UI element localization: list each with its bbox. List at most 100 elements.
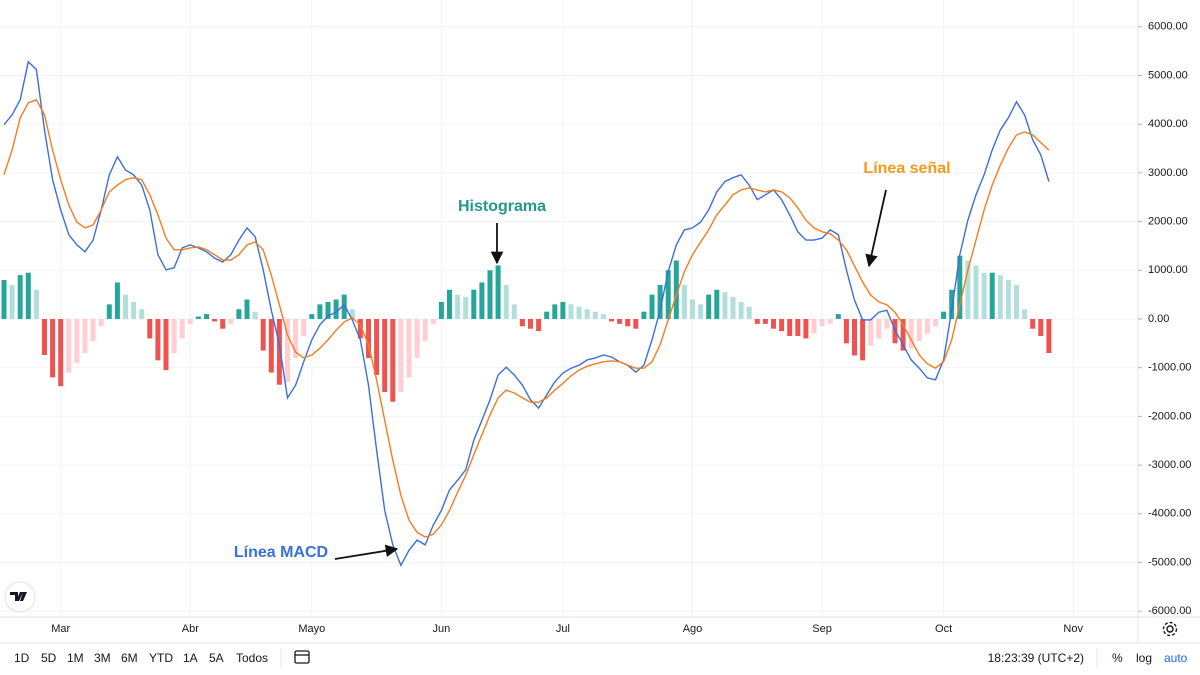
histogram-bar — [487, 270, 493, 319]
histogram-bar — [325, 301, 331, 319]
y-tick-label: 5000.00 — [1148, 69, 1188, 81]
histogram-bar — [779, 318, 785, 332]
histogram-bar — [131, 301, 137, 319]
histogram-bar — [600, 314, 606, 319]
histogram-bar — [406, 318, 412, 378]
logo-mark — [10, 592, 27, 601]
x-tick-label: Oct — [935, 623, 952, 635]
histogram-bar — [714, 289, 720, 319]
histogram-bar — [455, 294, 461, 319]
histogram-bar — [916, 318, 922, 341]
x-tick-label: Jun — [433, 623, 451, 635]
histogram-bar — [965, 260, 971, 319]
range-button[interactable]: 6M — [121, 651, 138, 665]
histogram-bar — [114, 282, 120, 319]
histogram-bar — [17, 275, 23, 319]
histogram-bar — [195, 316, 201, 319]
histogram-bar — [1005, 280, 1011, 319]
histogram-bar — [649, 294, 655, 319]
histogram-bar — [803, 318, 809, 339]
histogram-bar — [220, 318, 226, 329]
histogram-bar — [730, 297, 736, 319]
histogram-bar — [495, 265, 501, 319]
histogram-bar — [924, 318, 930, 334]
histogram-bar — [163, 318, 169, 371]
histogram-bar — [754, 318, 760, 324]
histogram-bar — [155, 318, 161, 361]
histogram-bar — [139, 309, 145, 319]
histogram-bar — [1038, 318, 1044, 337]
histogram-bar — [852, 318, 857, 356]
histogram-bar — [843, 318, 849, 344]
histogram-bar — [1014, 284, 1019, 319]
lines — [3, 60, 1050, 568]
histogram-bar — [268, 318, 274, 373]
histogram-bar — [989, 272, 995, 319]
histogram-bar — [884, 318, 890, 329]
histogram-bar — [690, 299, 695, 319]
histogram-bar — [617, 318, 623, 324]
scale-option[interactable]: % — [1112, 651, 1123, 665]
histogram-bar — [9, 284, 15, 319]
tv-logo — [4, 581, 36, 613]
range-button[interactable]: 5A — [209, 651, 224, 665]
arrow — [865, 189, 887, 268]
histogram-bar — [204, 314, 209, 319]
range-button[interactable]: 5D — [41, 651, 57, 665]
calendar-icon[interactable] — [294, 650, 310, 664]
histogram-bar — [576, 306, 582, 319]
histogram-bar — [422, 318, 428, 341]
range-button[interactable]: 1D — [14, 651, 30, 665]
histogram-bar — [503, 284, 509, 319]
range-button[interactable]: 3M — [94, 651, 111, 665]
histogram-bar — [544, 311, 550, 319]
histogram-bar — [625, 318, 631, 327]
scale-option[interactable]: log — [1136, 651, 1152, 665]
histogram — [1, 255, 1052, 402]
clock: 18:23:39 (UTC+2) — [988, 651, 1084, 665]
line — [3, 60, 1050, 568]
axis-labels: 6000.00 5000.00 4000.00 3000.00 2000.00 1000.… — [51, 21, 1191, 635]
gear-teeth — [1162, 621, 1178, 637]
x-tick-label: Ago — [683, 623, 703, 635]
y-tick-label: 6000.00 — [1148, 21, 1188, 33]
calendar-body — [294, 650, 310, 664]
histogram-bar — [860, 318, 866, 361]
histogram-bar — [933, 318, 938, 327]
histogram-bar — [333, 299, 339, 319]
histogram-bar — [827, 318, 833, 324]
histogram-bar — [106, 304, 112, 319]
histogram-bar — [66, 318, 72, 373]
histogram-bar — [301, 318, 307, 337]
histogram-bar — [868, 318, 874, 346]
range-button[interactable]: 1A — [183, 651, 198, 665]
range-button[interactable]: Todos — [236, 651, 268, 665]
x-tick-label: Mayo — [298, 623, 325, 635]
range-button[interactable]: YTD — [149, 651, 173, 665]
histogram-bar — [349, 309, 355, 319]
histogram-bar — [438, 301, 444, 319]
histogram-bar — [528, 318, 533, 329]
histogram-bar — [285, 318, 290, 383]
histogram-bar — [471, 289, 477, 319]
histogram-bar — [762, 318, 768, 324]
histogram-bar — [276, 318, 282, 385]
y-tick-label: 2000.00 — [1148, 215, 1188, 227]
settings-icon[interactable] — [1162, 621, 1178, 637]
scale-option[interactable]: auto — [1164, 651, 1188, 665]
range-button[interactable]: 1M — [67, 651, 84, 665]
histogram-bar — [519, 318, 525, 327]
histogram-bar — [252, 311, 258, 319]
histogram-bar — [341, 294, 347, 319]
x-tick-label: Nov — [1063, 623, 1083, 635]
x-tick-label: Abr — [182, 623, 199, 635]
histogram-bar — [1, 280, 7, 319]
histogram-bar — [771, 318, 776, 329]
y-tick-label: -3000.00 — [1148, 459, 1191, 471]
histogram-bar — [957, 255, 963, 319]
histogram-bar — [357, 318, 363, 339]
y-tick-label: -1000.00 — [1148, 362, 1191, 374]
toolbar: 1D 5D 1M 3M 6M YTD 1A 5A Todos 18:23:39 (UTC+2)% l… — [14, 651, 1188, 665]
